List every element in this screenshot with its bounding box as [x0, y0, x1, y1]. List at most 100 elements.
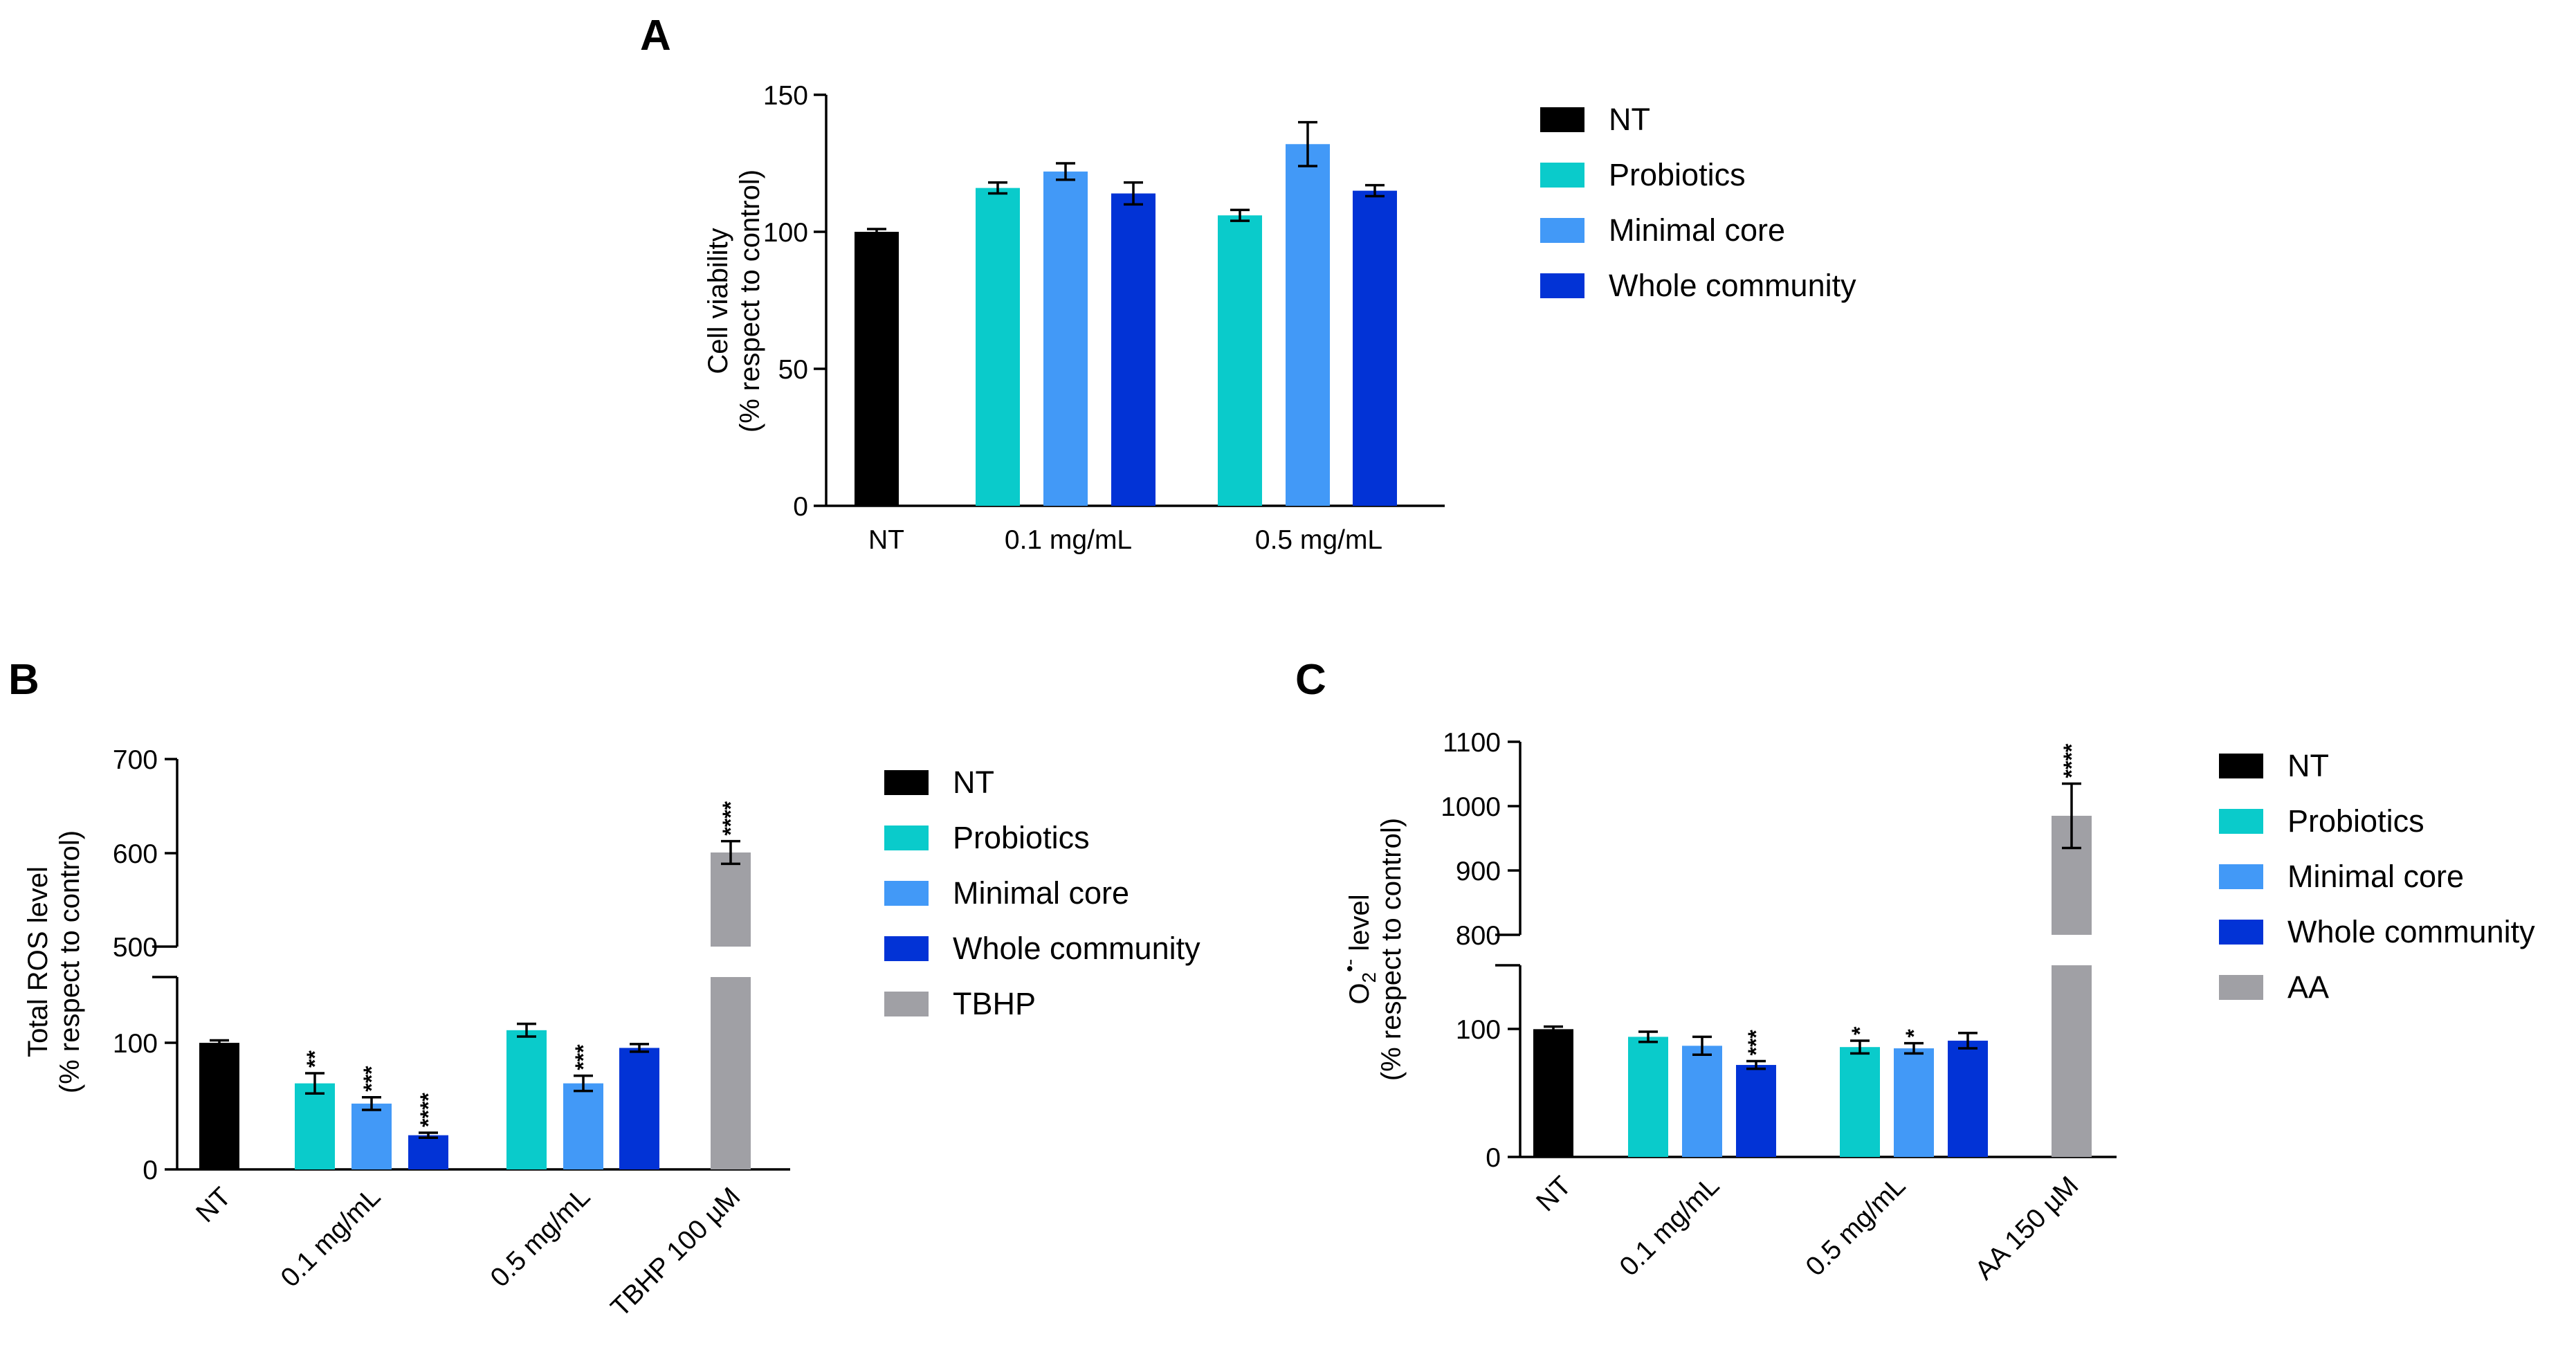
panel-c-legend: NT Probiotics Minimal core Whole communi… — [2219, 748, 2535, 1005]
legend-swatch-whole-community — [2219, 920, 2263, 945]
panel-a-ytick-label: 150 — [763, 81, 808, 111]
panel-b-letter: B — [8, 656, 39, 704]
panel-b-y-axis-title: Total ROS level (% respect to control) — [23, 830, 85, 1093]
panel-c-ytick-label: 900 — [1456, 857, 1501, 886]
panel-b-ylabel-line1: Total ROS level — [23, 866, 53, 1057]
panel-b: B Total ROS level (% respect to control)… — [8, 656, 1200, 1323]
panel-b-ytick-label: 600 — [113, 839, 158, 869]
legend-label-nt: NT — [1609, 102, 1650, 137]
bar-0-1-mg-ml-minimal-core — [1682, 1046, 1722, 1157]
legend-swatch-minimal-core — [2219, 864, 2263, 889]
bar-0-1-mg-ml-probiotics-significance: ** — [302, 1050, 327, 1068]
panel-b-ytick-label: 700 — [113, 745, 158, 775]
legend-label-tbhp: TBHP — [953, 986, 1036, 1021]
legend-label-whole-community: Whole community — [953, 931, 1200, 966]
panel-a-xtick-label: 0.5 mg/mL — [1255, 525, 1382, 555]
panel-a-x-ticks: NT 0.1 mg/mL 0.5 mg/mL — [868, 525, 1382, 555]
bar-0-5-mg-ml-minimal-core-significance: *** — [571, 1044, 596, 1070]
panel-c-ytick-label: 1000 — [1441, 792, 1501, 822]
panel-b-ytick-label: 100 — [113, 1029, 158, 1059]
legend-swatch-nt — [2219, 754, 2263, 778]
panel-a-ylabel-line1: Cell viability — [703, 228, 733, 374]
bar-0-5-mg-ml-minimal-core — [563, 1083, 603, 1169]
panel-a-ytick-label: 0 — [793, 492, 808, 522]
panel-c-ylabel-sup: •- — [1339, 959, 1360, 972]
panel-c-ylabel-line1: O2•- level — [1339, 894, 1380, 1004]
panel-a-bars — [855, 120, 1397, 506]
bar-0-5-mg-ml-minimal-core — [1894, 1048, 1934, 1157]
bar-0-1-mg-ml-whole-community — [1111, 193, 1155, 506]
legend-label-minimal-core: Minimal core — [1609, 212, 1785, 248]
bar-0-5-mg-ml-whole-community — [1948, 1040, 1988, 1157]
bar-0-1-mg-ml-probiotics — [976, 188, 1020, 506]
legend-label-whole-community: Whole community — [2287, 914, 2535, 949]
bar-0-1-mg-ml-whole-community-significance: *** — [1744, 1030, 1769, 1056]
legend-label-probiotics: Probiotics — [953, 820, 1090, 855]
bar-nt-nt — [1533, 1029, 1573, 1157]
bar-0-1-mg-ml-minimal-core — [1043, 171, 1088, 506]
panel-c-xtick-label: 0.1 mg/mL — [1614, 1171, 1726, 1282]
panel-c-x-ticks: NT 0.1 mg/mL 0.5 mg/mL AA 150 µM — [1531, 1171, 2084, 1286]
bar-0-5-mg-ml-whole-community — [1353, 190, 1397, 506]
panel-b-x-ticks: NT 0.1 mg/mL 0.5 mg/mL TBHP 100 µM — [190, 1182, 746, 1323]
panel-b-y-ticks: 0 100 500 600 700 — [113, 745, 177, 1185]
legend-label-probiotics: Probiotics — [2287, 803, 2424, 839]
panel-b-xtick-label: TBHP 100 µM — [605, 1182, 747, 1323]
bar-0-5-mg-ml-probiotics — [1218, 215, 1262, 506]
panel-a: A Cell viability (% respect to control) … — [640, 12, 1856, 555]
bar-0-1-mg-ml-whole-community — [408, 1135, 448, 1169]
panel-c-ytick-label: 1100 — [1443, 728, 1501, 758]
bar-tbhp-100-m-tbhp-upper — [711, 852, 751, 947]
panel-c-xtick-label: AA 150 µM — [1969, 1171, 2084, 1286]
panel-a-legend: NT Probiotics Minimal core Whole communi… — [1540, 102, 1856, 303]
panel-c-ytick-label: 100 — [1456, 1015, 1501, 1045]
panel-c: C O2•- level (% respect to control) 0 10… — [1295, 656, 2535, 1286]
legend-swatch-aa — [2219, 975, 2263, 1000]
legend-label-nt: NT — [953, 765, 994, 800]
panel-c-xtick-label: NT — [1531, 1171, 1577, 1217]
legend-swatch-probiotics — [884, 826, 929, 850]
bar-0-5-mg-ml-minimal-core-significance: * — [1901, 1029, 1926, 1038]
panel-a-ylabel-line2: (% respect to control) — [735, 170, 765, 432]
panel-b-ytick-label: 0 — [143, 1156, 158, 1185]
panel-a-xtick-label: 0.1 mg/mL — [1005, 525, 1132, 555]
panel-b-xtick-label: 0.1 mg/mL — [275, 1182, 387, 1293]
panel-c-ytick-label: 0 — [1486, 1143, 1501, 1173]
panel-b-ytick-label: 500 — [113, 933, 158, 963]
legend-swatch-probiotics — [1540, 163, 1584, 188]
legend-label-aa: AA — [2287, 969, 2329, 1005]
legend-label-nt: NT — [2287, 748, 2329, 783]
panel-c-ylabel-line2: (% respect to control) — [1376, 818, 1407, 1081]
panel-a-y-axis-title: Cell viability (% respect to control) — [703, 170, 765, 432]
panel-c-xtick-label: 0.5 mg/mL — [1800, 1171, 1912, 1282]
legend-swatch-probiotics — [2219, 809, 2263, 834]
bar-nt-nt — [199, 1043, 239, 1169]
legend-swatch-tbhp — [884, 992, 929, 1016]
bar-tbhp-100-m-tbhp-significance: **** — [718, 801, 743, 835]
bar-0-1-mg-ml-probiotics — [1628, 1037, 1668, 1157]
panel-a-xtick-label: NT — [868, 525, 904, 555]
panel-c-ylabel-prefix: O — [1344, 983, 1375, 1004]
panel-c-ylabel-sub: 2 — [1358, 972, 1380, 983]
panel-a-ytick-label: 50 — [778, 355, 808, 385]
panel-b-xtick-label: NT — [190, 1182, 237, 1228]
panel-c-letter: C — [1295, 656, 1326, 704]
bar-aa-150-m-aa-significance: **** — [2059, 743, 2084, 778]
bar-0-5-mg-ml-whole-community — [619, 1048, 659, 1169]
panel-a-y-ticks: 0 50 100 150 — [763, 81, 826, 522]
panel-b-xtick-label: 0.5 mg/mL — [485, 1182, 596, 1293]
legend-swatch-whole-community — [1540, 273, 1584, 298]
legend-label-minimal-core: Minimal core — [953, 875, 1129, 911]
bar-0-1-mg-ml-whole-community — [1736, 1065, 1776, 1157]
bar-0-1-mg-ml-whole-community-significance: **** — [416, 1093, 441, 1127]
bar-0-5-mg-ml-probiotics-significance: * — [1847, 1026, 1872, 1035]
legend-swatch-nt — [884, 770, 929, 795]
bar-0-1-mg-ml-minimal-core — [351, 1103, 392, 1169]
panel-b-ylabel-line2: (% respect to control) — [55, 830, 85, 1093]
legend-swatch-nt — [1540, 107, 1584, 132]
panel-c-y-axis-title: O2•- level (% respect to control) — [1339, 818, 1407, 1081]
legend-swatch-whole-community — [884, 936, 929, 961]
bar-0-1-mg-ml-minimal-core-significance: *** — [359, 1066, 384, 1092]
bar-0-1-mg-ml-probiotics — [295, 1083, 335, 1169]
